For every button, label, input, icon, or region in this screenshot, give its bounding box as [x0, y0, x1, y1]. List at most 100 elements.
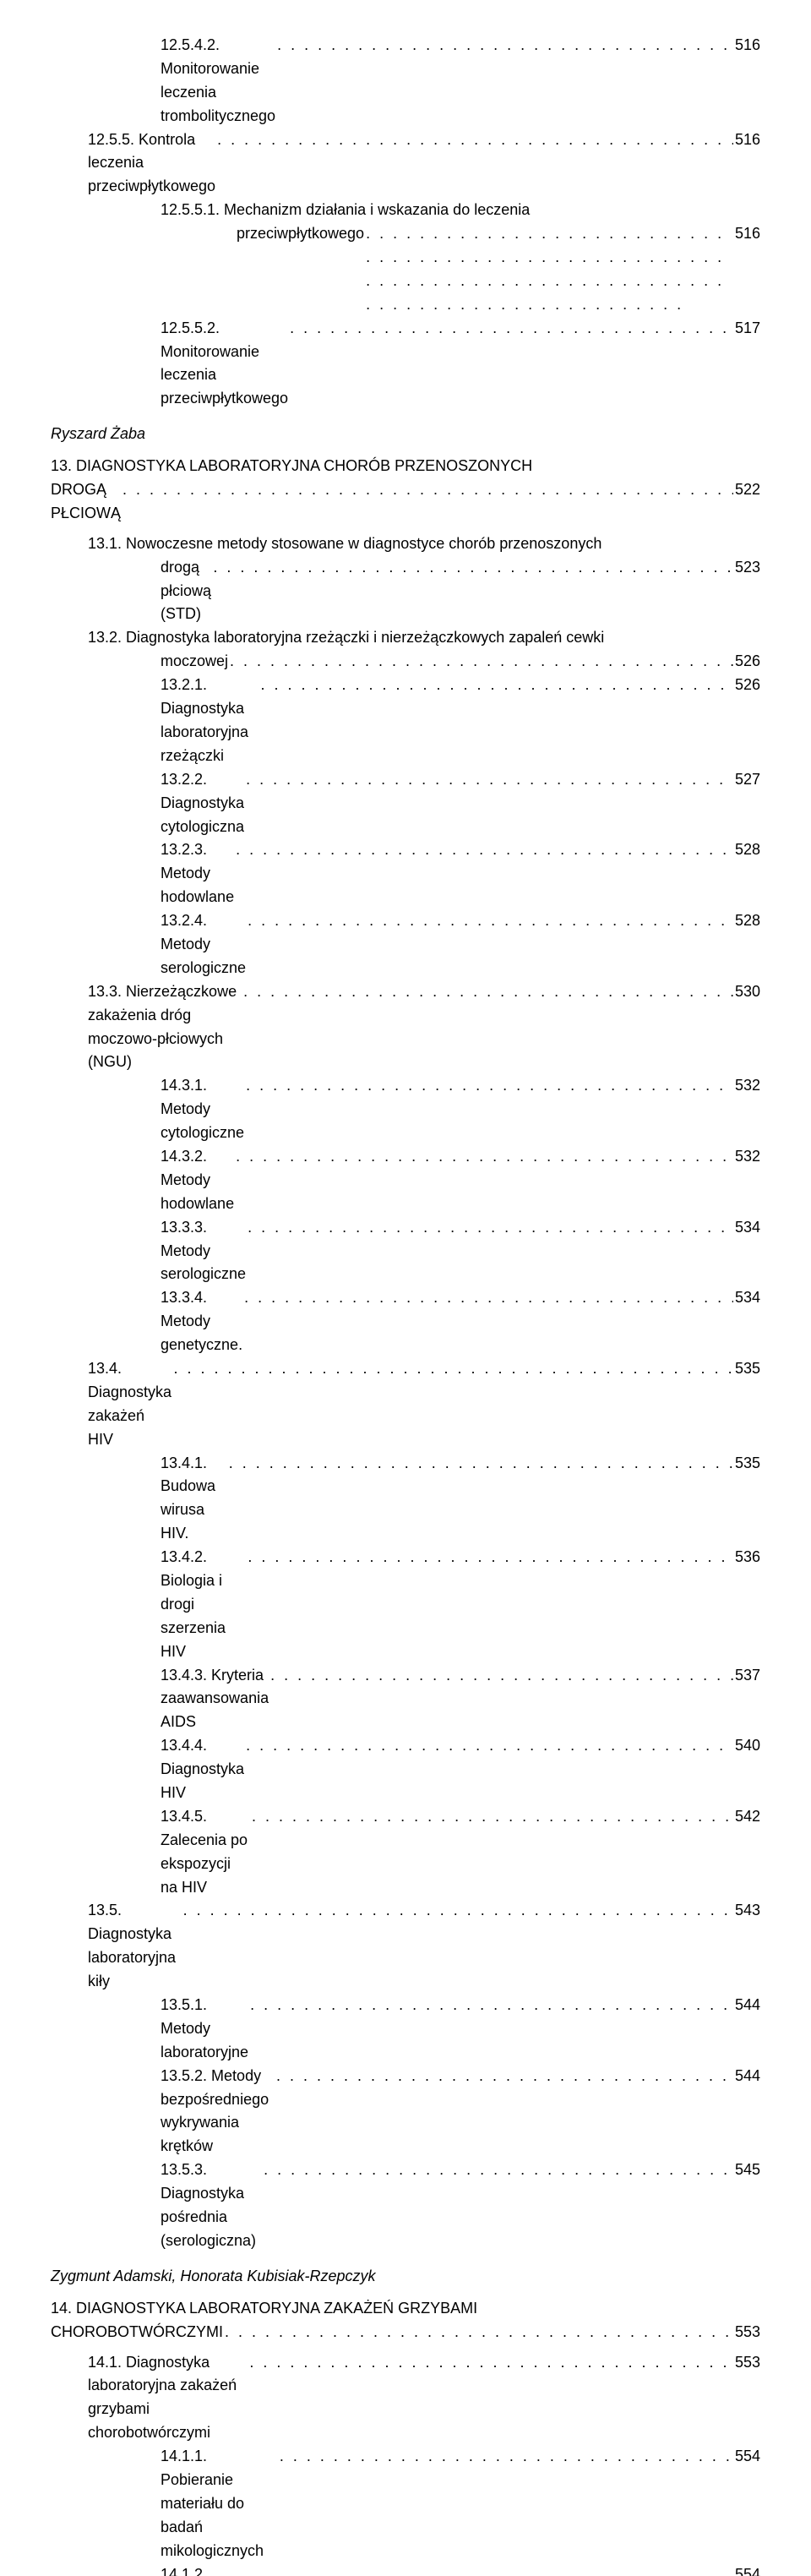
toc-dots — [248, 1216, 733, 1240]
heading-line: 14. DIAGNOSTYKA LABORATORYJNA ZAKAŻEŃ GR… — [51, 2297, 760, 2321]
toc-label: 13.4.2. Biologia i drogi szerzenia HIV — [161, 1546, 246, 1663]
toc-page: 532 — [735, 1074, 760, 1098]
toc-entry-wrapped: 13.1. Nowoczesne metody stosowane w diag… — [51, 532, 760, 627]
toc-dots — [236, 838, 733, 862]
toc-entry: 14.3.2. Metody hodowlane 532 — [51, 1145, 760, 1216]
toc-page: 530 — [735, 980, 760, 1004]
toc-page: 528 — [735, 909, 760, 933]
toc-page: 523 — [735, 556, 760, 580]
toc-label: 13.4.1. Budowa wirusa HIV. — [161, 1452, 227, 1547]
toc-page: 534 — [735, 1216, 760, 1240]
toc-dots — [246, 1074, 733, 1098]
toc-label: 13.4.3. Kryteria zaawansowania AIDS — [161, 1664, 269, 1735]
toc-page: 544 — [735, 2065, 760, 2088]
toc-label: moczowej — [161, 650, 228, 674]
toc-dots — [276, 2065, 733, 2088]
toc-dots — [183, 1899, 733, 1923]
toc-dots — [213, 556, 733, 580]
heading-line: CHOROBOTWÓRCZYMI — [51, 2321, 223, 2344]
toc-dots — [243, 980, 733, 1004]
toc-entry: 13.5.2. Metody bezpośredniego wykrywania… — [51, 2065, 760, 2159]
toc-entry: 13.2.4. Metody serologiczne528 — [51, 909, 760, 980]
toc-page: 553 — [735, 2321, 760, 2344]
toc-entry: 13.3.4. Metody genetyczne. 534 — [51, 1286, 760, 1357]
toc-entry: 12.5.5. Kontrola leczenia przeciwpłytkow… — [51, 128, 760, 199]
toc-dots — [122, 478, 733, 502]
toc-page: 517 — [735, 317, 760, 341]
toc-dots — [250, 2563, 733, 2576]
toc-label: 12.5.5. Kontrola leczenia przeciwpłytkow… — [88, 128, 215, 199]
author-name: Ryszard Żaba — [51, 423, 760, 446]
heading-line: 13. DIAGNOSTYKA LABORATORYJNA CHORÓB PRZ… — [51, 455, 760, 478]
toc-label: 13.4.4. Diagnostyka HIV — [161, 1734, 244, 1805]
toc-page: 526 — [735, 674, 760, 697]
toc-page: 522 — [735, 478, 760, 502]
toc-dots — [249, 2351, 733, 2375]
toc-dots — [270, 1664, 733, 1688]
toc-entry: 13.3. Nierzeżączkowe zakażenia dróg mocz… — [51, 980, 760, 1075]
toc-page: 534 — [735, 1286, 760, 1310]
toc-page: 536 — [735, 1546, 760, 1569]
toc-entry: 13.4.1. Budowa wirusa HIV. 535 — [51, 1452, 760, 1547]
toc-entry: 13.2.3. Metody hodowlane528 — [51, 838, 760, 909]
toc-dots — [277, 34, 733, 57]
toc-page: 553 — [735, 2351, 760, 2375]
toc-page: 532 — [735, 1145, 760, 1169]
toc-dots — [225, 2321, 733, 2344]
toc-entry: 13.5.3. Diagnostyka pośrednia (serologic… — [51, 2158, 760, 2253]
toc-label: 13.2. Diagnostyka laboratoryjna rzeżączk… — [51, 626, 760, 650]
toc-label: 13.3. Nierzeżączkowe zakażenia dróg mocz… — [88, 980, 242, 1075]
toc-label: 13.2.2. Diagnostyka cytologiczna — [161, 768, 244, 839]
toc-page: 516 — [735, 222, 760, 246]
toc-label: 12.5.5.1. Mechanizm działania i wskazani… — [51, 199, 760, 222]
toc-page: 516 — [735, 128, 760, 152]
toc-entry-wrapped: 12.5.5.1. Mechanizm działania i wskazani… — [51, 199, 760, 316]
section-heading: 13. DIAGNOSTYKA LABORATORYJNA CHORÓB PRZ… — [51, 455, 760, 526]
toc-label: 14.3.1. Metody cytologiczne — [161, 1074, 244, 1145]
toc-label: 12.5.5.2. Monitorowanie leczenia przeciw… — [161, 317, 288, 412]
toc-label: 13.5.3. Diagnostyka pośrednia (serologic… — [161, 2158, 262, 2253]
toc-entry: 12.5.5.2. Monitorowanie leczenia przeciw… — [51, 317, 760, 412]
toc-label: 13.4.5. Zalecenia po ekspozycji na HIV — [161, 1805, 250, 1900]
toc-entry: 13.5. Diagnostyka laboratoryjna kiły 543 — [51, 1899, 760, 1994]
toc-page: 544 — [735, 1994, 760, 2017]
toc-dots — [173, 1357, 732, 1381]
toc-label: 13.1. Nowoczesne metody stosowane w diag… — [51, 532, 760, 556]
toc-entry: 14.1. Diagnostyka laboratoryjna zakażeń … — [51, 2351, 760, 2446]
toc-entry: 13.4.2. Biologia i drogi szerzenia HIV 53… — [51, 1546, 760, 1663]
toc-entry: 14.1.1. Pobieranie materiału do badań mi… — [51, 2445, 760, 2562]
toc-page: 535 — [735, 1452, 760, 1476]
toc-label: 13.2.3. Metody hodowlane — [161, 838, 234, 909]
toc-page: 545 — [735, 2158, 760, 2182]
toc-entry: 13.3.3. Metody serologiczne 534 — [51, 1216, 760, 1287]
toc-dots — [217, 128, 733, 152]
toc-page: 537 — [735, 1664, 760, 1688]
toc-page: 554 — [735, 2563, 760, 2576]
toc-label: 13.5. Diagnostyka laboratoryjna kiły — [88, 1899, 182, 1994]
toc-entry: 13.2.2. Diagnostyka cytologiczna 527 — [51, 768, 760, 839]
toc-entry-wrapped: 13.2. Diagnostyka laboratoryjna rzeżączk… — [51, 626, 760, 674]
toc-page: 543 — [735, 1899, 760, 1923]
toc-entry: 13.5.1. Metody laboratoryjne544 — [51, 1994, 760, 2065]
toc-dots — [229, 1452, 733, 1476]
toc-entry: 13.4.5. Zalecenia po ekspozycji na HIV54… — [51, 1805, 760, 1900]
toc-page: 554 — [735, 2445, 760, 2469]
toc-dots — [246, 1734, 733, 1758]
toc-label: 14.1. Diagnostyka laboratoryjna zakażeń … — [88, 2351, 248, 2446]
toc-page: 527 — [735, 768, 760, 792]
toc-label: 13.4. Diagnostyka zakażeń HIV — [88, 1357, 171, 1452]
toc-dots — [248, 909, 733, 933]
toc-dots — [250, 1994, 733, 2017]
toc-label: 13.3.3. Metody serologiczne — [161, 1216, 246, 1287]
toc-entry: 14.3.1. Metody cytologiczne 532 — [51, 1074, 760, 1145]
toc-dots — [280, 2445, 733, 2469]
toc-entry: 13.4.3. Kryteria zaawansowania AIDS 537 — [51, 1664, 760, 1735]
toc-label: przeciwpłytkowego — [237, 222, 364, 246]
toc-dots — [244, 1286, 733, 1310]
toc-label: 14.3.2. Metody hodowlane — [161, 1145, 234, 1216]
toc-dots — [290, 317, 733, 341]
toc-dots — [252, 1805, 733, 1829]
heading-line: DROGĄ PŁCIOWĄ — [51, 478, 121, 526]
toc-dots — [366, 222, 733, 317]
toc-label: 13.3.4. Metody genetyczne. — [161, 1286, 242, 1357]
